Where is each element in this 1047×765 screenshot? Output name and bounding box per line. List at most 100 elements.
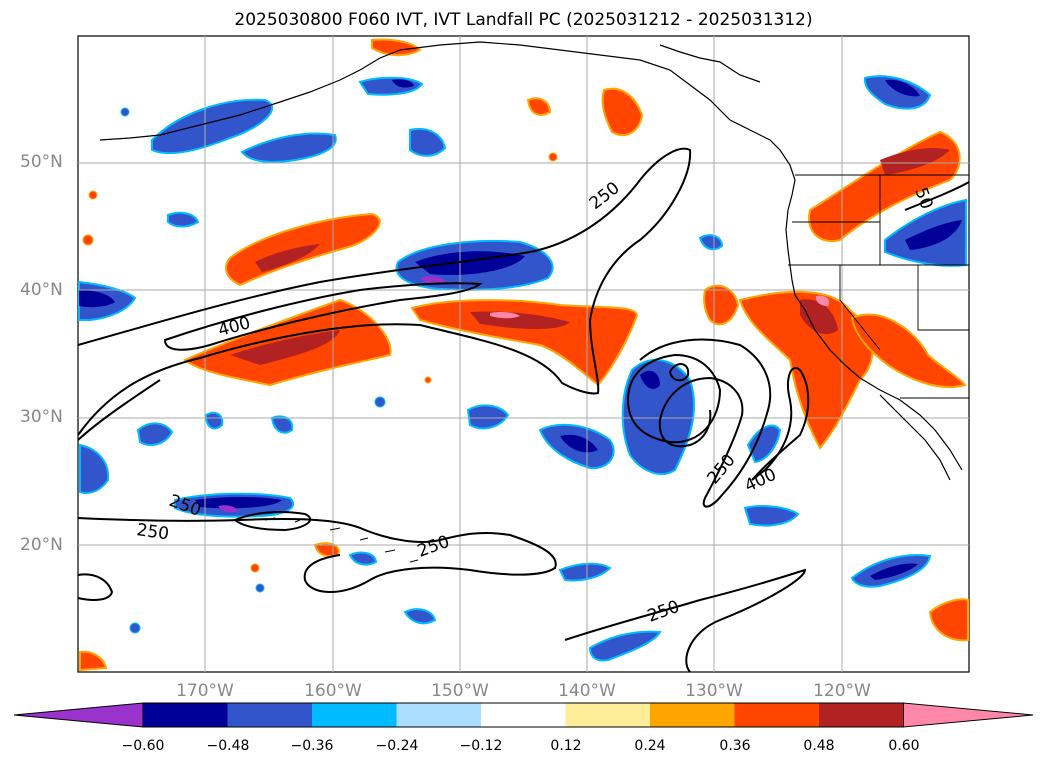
lon-label-160w: 160°W: [304, 681, 362, 701]
negative-region-w: [270, 415, 294, 434]
negative-region-b-core: [640, 370, 660, 389]
negative-region-s: [167, 211, 200, 228]
negative-region-t: [409, 128, 447, 157]
border-utah-arizona: [917, 265, 969, 331]
positive-region-d-core: [800, 299, 838, 335]
coastline-alaska-south: [399, 41, 731, 121]
negative-region-i: [863, 75, 932, 110]
contour-400-main-jet: [163, 282, 483, 351]
colorbar-bin: [227, 703, 312, 727]
negative-region-h-core: [392, 79, 414, 88]
ivt-contours: [77, 147, 970, 673]
negative-dot-d: [129, 622, 141, 634]
lon-label-120w: 120°W: [813, 681, 871, 701]
coastline-baja: [879, 394, 951, 481]
contour-50-northeast: [904, 181, 970, 211]
positive-region-c: [410, 299, 639, 387]
positive-anomaly-regions: [79, 38, 969, 672]
positive-dot-d: [424, 376, 432, 384]
colorbar-bin: [819, 703, 904, 727]
positive-dot-c: [548, 152, 558, 162]
colorbar-bin: [396, 703, 481, 727]
lat-label-30n: 30°N: [20, 407, 63, 427]
negative-anomaly-regions: [78, 75, 967, 662]
negative-region-o: [79, 443, 110, 495]
negative-region-j-core: [905, 220, 962, 250]
negative-region-u: [698, 234, 724, 251]
negative-region-p: [743, 505, 800, 527]
positive-region-b-core: [230, 330, 340, 365]
contour-250-southeast: [564, 568, 807, 673]
colorbar-tick-label: 0.12: [550, 738, 582, 754]
gridlines: [78, 36, 969, 672]
negative-region-e-core: [79, 290, 115, 308]
lat-label-40n: 40°N: [20, 280, 63, 300]
colorbar-bin: [565, 703, 650, 727]
positive-region-c-peak: [490, 312, 520, 319]
colorbar-tick-label: −0.48: [206, 738, 250, 754]
positive-region-h: [526, 97, 552, 116]
negative-region-g: [240, 132, 337, 163]
colorbar-bin: [734, 703, 819, 727]
positive-region-a-core: [255, 244, 320, 272]
negative-region-a-peak: [420, 275, 445, 285]
negative-region-c-core: [560, 434, 598, 453]
negative-region-k-core: [870, 563, 918, 580]
positive-region-l: [703, 284, 740, 326]
positive-region-g: [601, 87, 644, 137]
contour-250-pacific-low-inner: [626, 353, 722, 444]
contour-400-pacific-low: [668, 363, 690, 382]
lon-label-130w: 130°W: [685, 681, 743, 701]
negative-region-l: [588, 630, 662, 662]
negative-region-q: [746, 424, 782, 464]
colorbar-bin: [481, 703, 566, 727]
negative-region-r: [558, 562, 612, 582]
negative-region-f: [151, 98, 273, 155]
state-borders: [788, 174, 969, 399]
coastline-california: [794, 294, 963, 471]
colorbar-tick-label: 0.60: [888, 738, 920, 754]
negative-dot-b: [374, 396, 386, 408]
negative-region-i-core: [885, 79, 920, 97]
map-title: 2025030800 F060 IVT, IVT Landfall PC (20…: [234, 10, 813, 30]
contour-250-hawaii: [233, 511, 312, 532]
coastline-aleutians: [99, 49, 401, 141]
contour-250-pacific-low: [639, 338, 772, 508]
negative-dot-a: [120, 107, 130, 117]
colorbar-tick-label: 0.48: [803, 738, 835, 754]
colorbar-tick-label: 0.36: [719, 738, 751, 754]
negative-dot-c: [255, 583, 265, 593]
negative-region-d-peak: [218, 505, 238, 513]
colorbar-tick-label: −0.12: [459, 738, 503, 754]
positive-dot-b: [82, 234, 94, 246]
colorbar-extend-left: [13, 702, 144, 728]
colorbar-tick-label: 0.24: [634, 738, 666, 754]
lat-label-20n: 20°N: [20, 535, 63, 555]
contour-250-southwest: [77, 573, 114, 601]
negative-region-v: [204, 411, 224, 430]
negative-region-x: [403, 608, 437, 625]
positive-region-d: [738, 290, 874, 450]
positive-dot-a: [88, 190, 98, 200]
border-nevada: [839, 265, 881, 351]
positive-dot-e: [250, 563, 260, 573]
coastlines: [99, 41, 963, 481]
colorbar-tick-label: −0.24: [375, 738, 419, 754]
negative-region-m: [466, 404, 510, 430]
negative-region-y: [348, 551, 378, 566]
contour-label-250-southwest: 250: [135, 520, 170, 544]
coastline-pnw: [785, 179, 796, 296]
lon-label-170w: 170°W: [176, 681, 234, 701]
colorbar-bin: [312, 703, 397, 727]
colorbar-bin: [650, 703, 735, 727]
contour-250-upper-left: [77, 379, 161, 441]
lon-label-140w: 140°W: [558, 681, 616, 701]
colorbar: [13, 702, 1034, 728]
contour-400-southeast: [751, 367, 810, 481]
contour-250-main-jet: [77, 147, 692, 436]
positive-region-f: [850, 313, 967, 389]
colorbar-tick-label: −0.60: [121, 738, 165, 754]
colorbar-tick-label: −0.36: [290, 738, 334, 754]
positive-region-k: [371, 38, 422, 56]
